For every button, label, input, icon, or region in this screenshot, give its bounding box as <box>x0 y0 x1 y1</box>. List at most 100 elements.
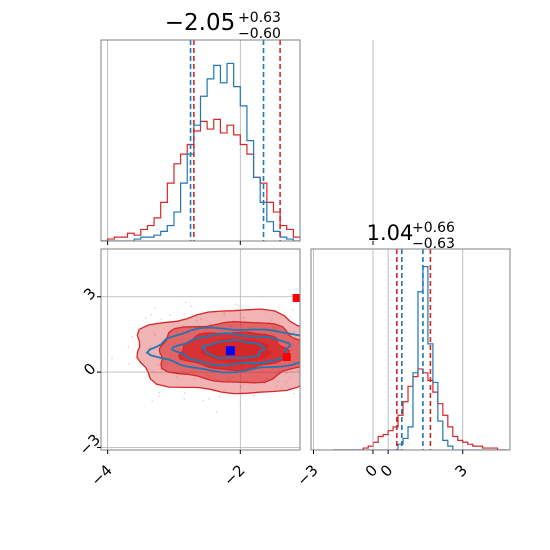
scatter-point <box>277 380 280 383</box>
scatter-point <box>276 385 278 388</box>
scatter-point <box>183 397 185 400</box>
scatter-point <box>158 391 161 394</box>
scatter-point <box>183 392 186 395</box>
histogram-series-a <box>333 266 508 450</box>
scatter-point <box>147 347 150 350</box>
scatter-frame <box>100 248 301 451</box>
scatter-point <box>183 313 185 316</box>
histogram-frame <box>310 248 511 451</box>
param1-median-label: −2.05 <box>165 10 235 36</box>
scatter-point <box>215 411 218 413</box>
scatter-point <box>223 314 226 317</box>
scatter-point <box>242 317 244 319</box>
param1-plus-label: +0.63 <box>238 10 281 26</box>
scatter-point <box>152 370 154 373</box>
scatter-point <box>321 343 323 345</box>
scatter-point <box>235 303 237 305</box>
y-ticks: −3 0 3 <box>76 284 104 459</box>
scatter-point <box>239 402 242 404</box>
scatter-point <box>151 400 154 403</box>
scatter-point <box>200 317 202 320</box>
tick-label: −3 <box>293 461 321 489</box>
scatter-point <box>169 328 171 331</box>
param2-median-label: 1.04 <box>367 221 414 245</box>
param1-title: −2.05 <box>165 10 235 36</box>
scatter-point <box>243 383 245 385</box>
scatter-point <box>223 312 226 314</box>
scatter-point <box>182 325 185 327</box>
histogram-series-a <box>101 62 300 241</box>
scatter-point <box>263 382 266 385</box>
scatter-point <box>321 319 323 321</box>
scatter-point <box>154 307 157 309</box>
scatter-point <box>208 398 211 400</box>
scatter-point <box>309 368 311 370</box>
tick-label: 0 <box>377 461 396 480</box>
scatter-point <box>315 305 317 307</box>
tick-label: −2 <box>220 461 248 489</box>
sample-marker <box>292 293 300 302</box>
scatter-point <box>175 376 178 378</box>
scatter-point <box>302 372 304 374</box>
scatter-point <box>193 378 196 380</box>
tick-label: 3 <box>452 461 471 480</box>
scatter-point <box>291 308 294 311</box>
scatter-point <box>184 301 187 304</box>
scatter-point <box>195 319 198 322</box>
scatter-point <box>398 351 400 353</box>
scatter-point <box>294 336 296 338</box>
scatter-point <box>270 319 273 321</box>
x-ticks <box>107 241 374 245</box>
histogram-panel-param1: −2.05 +0.63 −0.60 <box>100 10 374 245</box>
param2-plus-label: +0.66 <box>412 220 455 236</box>
tick-label: −4 <box>88 461 116 489</box>
sample-marker <box>282 353 291 362</box>
scatter-point <box>243 316 246 319</box>
sample-marker <box>339 359 347 367</box>
sample-marker <box>386 420 394 428</box>
scatter-point <box>237 305 240 307</box>
scatter-point <box>253 394 255 397</box>
scatter-point <box>315 349 317 351</box>
contour-series-a <box>200 339 267 360</box>
sample-marker <box>386 372 394 380</box>
scatter-point <box>289 376 291 379</box>
scatter-point <box>306 354 308 356</box>
truth-marker <box>225 346 235 356</box>
scatter-point <box>326 348 328 350</box>
scatter-point <box>296 369 299 371</box>
tick-label: 0 <box>80 360 99 379</box>
histogram-series-b <box>101 118 300 241</box>
scatter-point <box>158 395 160 397</box>
param1-minus-label: −0.60 <box>238 26 281 42</box>
scatter-point <box>150 313 152 316</box>
scatter-point <box>131 335 133 338</box>
scatter-point <box>202 399 205 402</box>
scatter-point <box>281 387 283 390</box>
param2-title: 1.04 <box>367 221 414 245</box>
scatter-point <box>127 346 130 349</box>
scatter-point <box>286 372 288 375</box>
scatter-point <box>190 305 193 308</box>
scatter-point <box>305 330 307 332</box>
scatter-point <box>288 387 291 389</box>
histogram-series-b <box>333 368 508 450</box>
param2-minus-label: −0.63 <box>412 236 455 252</box>
x-ticks: −3 0 3 <box>293 450 471 490</box>
histogram-panel-param2: −3 0 3 1.04 +0.66 −0.63 <box>293 220 511 490</box>
quantile-lines <box>396 249 432 450</box>
histogram-frame <box>100 39 301 242</box>
scatter-point <box>154 334 156 337</box>
scatter-point <box>149 346 152 348</box>
scatter-point <box>240 386 243 388</box>
scatter-point <box>305 327 307 329</box>
scatter-point <box>285 381 288 383</box>
scatter-point <box>218 396 221 398</box>
scatter-point <box>320 312 322 314</box>
contour-series-a <box>145 326 300 374</box>
scatter-point <box>293 392 295 395</box>
scatter-point <box>327 338 329 340</box>
scatter-point <box>209 323 211 326</box>
scatter-point <box>111 357 113 360</box>
tick-label: −3 <box>76 430 104 458</box>
